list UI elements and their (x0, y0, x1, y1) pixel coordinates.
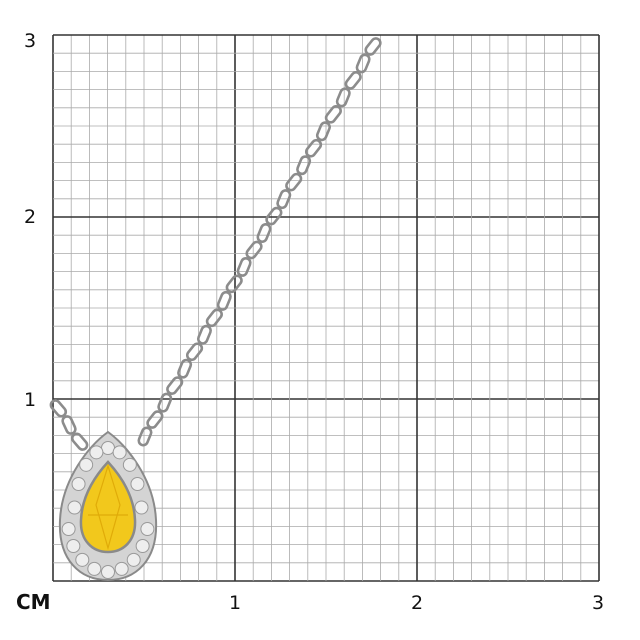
chain-link (355, 53, 371, 74)
chain-link (70, 432, 89, 451)
y-tick-1: 1 (24, 389, 37, 411)
halo-diamond (71, 477, 86, 491)
yellow-stone (79, 460, 137, 554)
halo-stones (61, 441, 155, 579)
halo-diamond (126, 552, 141, 567)
x-tick-2: 2 (411, 592, 424, 614)
halo-diamond (112, 445, 127, 460)
chain-link (335, 87, 351, 108)
chain-link (49, 399, 68, 418)
chain-link (344, 71, 362, 90)
halo-diamond (75, 552, 90, 567)
halo-diamond (101, 441, 115, 455)
halo-diamond (66, 539, 81, 553)
chain-link (304, 138, 323, 158)
stone-facets (88, 463, 128, 551)
halo-diamond (67, 500, 82, 515)
pendant (58, 430, 158, 582)
halo-diamond (61, 522, 76, 537)
chain-link (225, 274, 243, 294)
halo-diamond (79, 457, 94, 472)
halo-diamond (89, 445, 104, 460)
halo-diamond (130, 477, 145, 491)
halo-diamond (114, 561, 129, 576)
chain-link (61, 415, 77, 435)
chain-link (177, 358, 193, 379)
x-tick-3: 3 (592, 592, 605, 614)
chain-link (166, 376, 184, 395)
chain-link (216, 290, 232, 311)
chain-link (146, 410, 164, 429)
chain-link (137, 426, 153, 447)
chain-link (157, 392, 173, 413)
chain-link (276, 189, 292, 210)
chain-link (364, 37, 382, 56)
y-tick-2: 2 (24, 206, 37, 228)
chain-link (236, 256, 252, 277)
chain-link (256, 223, 272, 243)
chain-link (296, 155, 312, 176)
halo-diamond (140, 522, 155, 537)
halo-diamond (135, 539, 150, 553)
chain-link (205, 308, 223, 328)
y-tick-3: 3 (24, 30, 37, 52)
halo-diamond (87, 561, 102, 576)
chain-link (315, 121, 331, 142)
chain-link (196, 324, 212, 345)
unit-label: CM (16, 590, 51, 614)
chain-link (285, 172, 303, 192)
necklace-chain (49, 37, 382, 451)
halo-diamond (134, 500, 149, 515)
chain-link (265, 206, 283, 226)
halo-diamond (122, 457, 137, 472)
halo-diamond (101, 565, 115, 579)
chain-link (185, 342, 204, 362)
x-tick-1: 1 (229, 592, 242, 614)
chain-link (245, 240, 263, 260)
chain-link (324, 104, 342, 124)
